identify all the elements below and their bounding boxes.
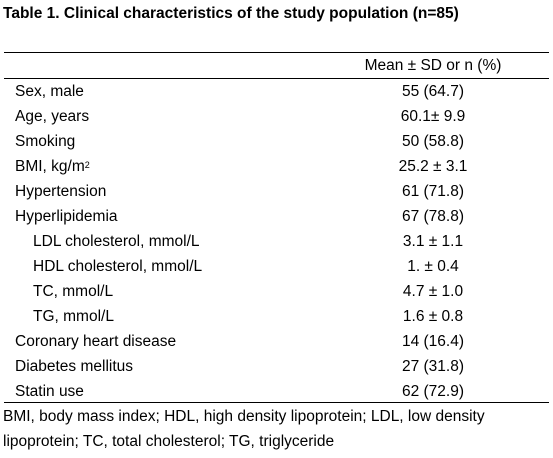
row-value: 1. ± 0.4: [407, 258, 459, 275]
column-header: Mean ± SD or n (%): [364, 57, 502, 74]
row-value: 25.2 ± 3.1: [398, 158, 468, 175]
table-row: Hyperlipidemia 67 (78.8): [0, 205, 553, 230]
table-row: Statin use 62 (72.9): [0, 380, 553, 405]
table-row: Hypertension 61 (71.8): [0, 180, 553, 205]
table-row: Sex, male 55 (64.7): [0, 80, 553, 105]
row-label: Smoking: [15, 133, 76, 150]
row-value: 27 (31.8): [401, 358, 465, 375]
bottom-rule: [4, 402, 549, 403]
row-label: BMI, kg/m2: [15, 157, 90, 177]
row-label: Age, years: [15, 108, 90, 125]
row-label: Statin use: [15, 383, 84, 400]
table-row: HDL cholesterol, mmol/L 1. ± 0.4: [0, 255, 553, 280]
top-rule: [4, 52, 549, 53]
table-row: Coronary heart disease 14 (16.4): [0, 330, 553, 355]
row-label-superscript: 2: [84, 160, 90, 170]
row-label: TC, mmol/L: [33, 283, 114, 300]
row-value: 55 (64.7): [401, 83, 465, 100]
row-label: Coronary heart disease: [15, 333, 177, 350]
row-value: 3.1 ± 1.1: [402, 233, 464, 250]
row-value: 67 (78.8): [401, 208, 465, 225]
row-value: 4.7 ± 1.0: [402, 283, 464, 300]
row-label: HDL cholesterol, mmol/L: [33, 258, 203, 275]
row-label: LDL cholesterol, mmol/L: [33, 233, 200, 250]
row-label: Diabetes mellitus: [15, 358, 134, 375]
row-value: 50 (58.8): [401, 133, 465, 150]
row-label: Hyperlipidemia: [15, 208, 118, 225]
table-row: BMI, kg/m2 25.2 ± 3.1: [0, 155, 553, 180]
table-footnote: BMI, body mass index; HDL, high density …: [3, 408, 485, 450]
table-row: LDL cholesterol, mmol/L 3.1 ± 1.1: [0, 230, 553, 255]
table-row: TC, mmol/L 4.7 ± 1.0: [0, 280, 553, 305]
header-rule: [4, 78, 549, 79]
table-row: Diabetes mellitus 27 (31.8): [0, 355, 553, 380]
table-row: TG, mmol/L 1.6 ± 0.8: [0, 305, 553, 330]
row-label: Sex, male: [15, 83, 84, 100]
table-row: Smoking 50 (58.8): [0, 130, 553, 155]
row-value: 61 (71.8): [401, 183, 465, 200]
row-value: 60.1± 9.9: [400, 108, 466, 125]
row-value: 14 (16.4): [401, 333, 465, 350]
table-row: Age, years 60.1± 9.9: [0, 105, 553, 130]
row-label: Hypertension: [15, 183, 107, 200]
table-body: Sex, male 55 (64.7) Age, years 60.1± 9.9…: [0, 80, 553, 405]
row-value: 1.6 ± 0.8: [402, 308, 464, 325]
row-value: 62 (72.9): [401, 383, 465, 400]
table-title: Table 1. Clinical characteristics of the…: [3, 5, 459, 22]
row-label-text: BMI, kg/m: [15, 158, 85, 175]
row-label: TG, mmol/L: [33, 308, 114, 325]
